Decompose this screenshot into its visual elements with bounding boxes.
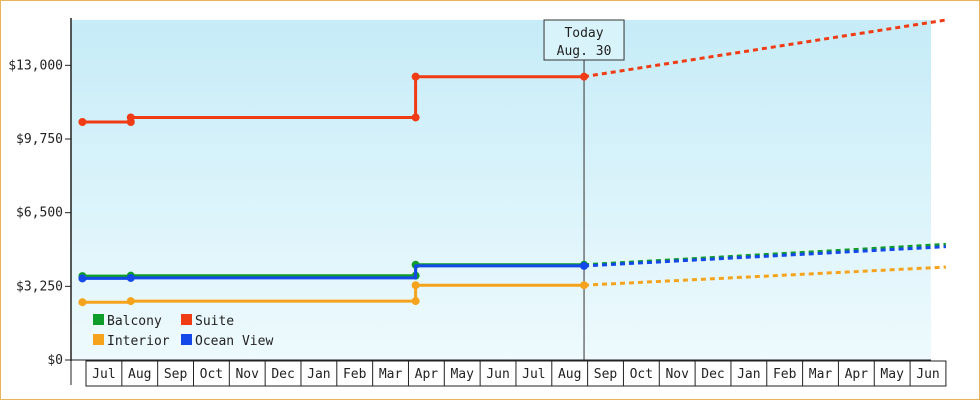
legend-swatch-balcony	[93, 314, 104, 325]
legend-label-suite: Suite	[195, 314, 234, 329]
x-tick-label: Mar	[379, 367, 403, 382]
legend-swatch-interior	[93, 334, 104, 345]
legend-swatch-suite	[181, 314, 192, 325]
legend-label-balcony: Balcony	[107, 314, 162, 329]
series-point-interior	[580, 281, 589, 290]
x-tick-label: Dec	[701, 367, 724, 382]
legend-label-interior: Interior	[107, 334, 170, 349]
series-point-suite	[411, 113, 420, 122]
plot-background	[71, 20, 931, 360]
x-tick-label: Aug	[128, 367, 151, 382]
series-point-suite	[580, 72, 589, 81]
series-point-ocean-view	[580, 261, 589, 270]
y-tick-label: $13,000	[8, 58, 63, 73]
series-forecast-suite	[583, 18, 947, 79]
series-point-ocean-view	[126, 273, 135, 282]
series-point-interior	[411, 281, 420, 290]
series-point-interior	[78, 298, 87, 307]
series-line-suite	[82, 75, 584, 124]
y-tick-label: $0	[47, 353, 63, 368]
x-tick-label: Nov	[665, 367, 689, 382]
today-date: Aug. 30	[557, 44, 612, 59]
x-tick-label: Jul	[522, 367, 545, 382]
x-tick-label: Apr	[845, 367, 869, 382]
series-point-suite	[411, 72, 420, 81]
x-tick-label: Sep	[594, 367, 618, 382]
series-point-interior	[411, 297, 420, 306]
series-line-interior	[82, 283, 584, 304]
series-line-ocean-view	[82, 264, 584, 280]
x-tick-label: Oct	[630, 367, 653, 382]
legend-swatch-ocean-view	[181, 334, 192, 345]
series-point-interior	[126, 297, 135, 306]
series-forecast-balcony	[583, 242, 947, 267]
x-tick-label: May	[450, 367, 474, 382]
x-tick-label: Sep	[164, 367, 188, 382]
series-forecast-interior	[583, 265, 946, 287]
x-tick-label: Jan	[307, 367, 330, 382]
series-point-suite	[126, 113, 135, 122]
x-tick-label: Jun	[486, 367, 509, 382]
today-box	[543, 19, 625, 61]
x-tick-label: Dec	[271, 367, 294, 382]
series-forecast-ocean-view	[583, 245, 946, 268]
y-tick-label: $9,750	[16, 132, 63, 147]
x-tick-label: Feb	[343, 367, 367, 382]
x-tick-label: Apr	[415, 367, 439, 382]
y-tick-label: $3,250	[16, 279, 63, 294]
y-tick-label: $6,500	[16, 206, 63, 221]
x-tick-label: May	[880, 367, 904, 382]
today-label: Today	[564, 26, 603, 41]
chart-layer: $0 $3,250 $6,500 $9,750 $13,000 Jul Aug Sep Oct N…	[8, 18, 947, 387]
x-tick-label: Nov	[235, 367, 259, 382]
x-tick-label: Jan	[737, 367, 760, 382]
legend-label-ocean-view: Ocean View	[195, 334, 273, 349]
series-point-ocean-view	[78, 274, 87, 283]
x-tick-label: Jul	[92, 367, 115, 382]
x-tick-label: Aug	[558, 367, 581, 382]
x-tick-label: Mar	[809, 367, 833, 382]
x-tick-label: Feb	[773, 367, 797, 382]
x-tick-label: Oct	[200, 367, 223, 382]
series-point-suite	[78, 118, 87, 126]
x-tick-label: Jun	[916, 367, 939, 382]
